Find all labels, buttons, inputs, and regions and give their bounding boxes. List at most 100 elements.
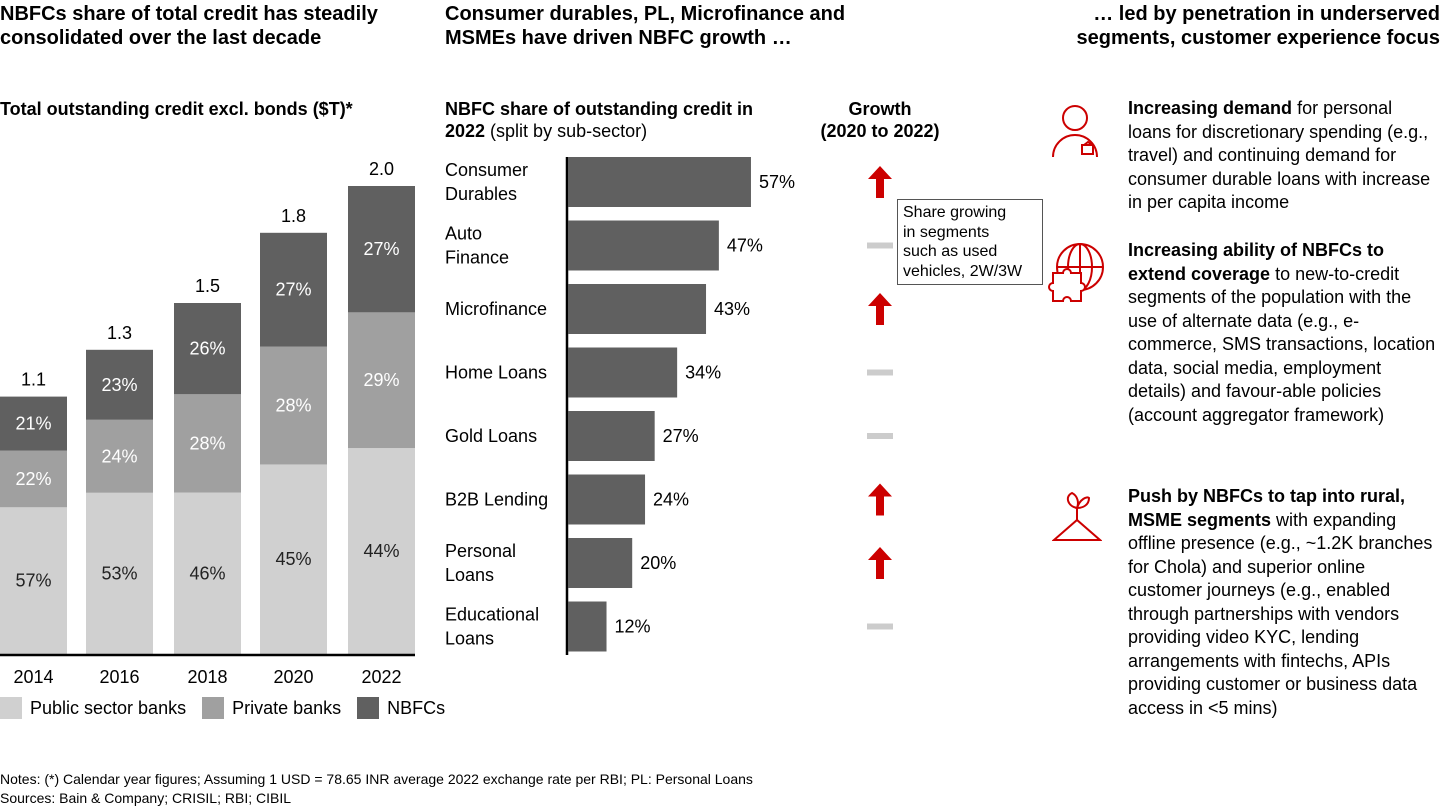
globe-puzzle-icon	[1048, 243, 1104, 302]
segment-label: 23%	[101, 375, 137, 395]
x-tick-label: 2020	[273, 667, 313, 687]
legend-swatch	[0, 697, 22, 719]
driver-text: to new-to-credit segments of the populat…	[1128, 263, 1436, 425]
growth-up-arrow-icon	[868, 166, 892, 198]
bar-value-label: 34%	[685, 363, 721, 383]
growth-up-arrow-icon	[868, 483, 892, 516]
sources: Sources: Bain & Company; CRISIL; RBI; CI…	[0, 790, 292, 806]
driver-bold: Push by NBFCs to tap into rural, MSME se…	[1128, 486, 1406, 530]
bar-value-label: 47%	[727, 236, 763, 256]
segment-label: 21%	[15, 414, 51, 434]
legend-private: Private banks	[202, 697, 341, 719]
growth-title: Growth (2020 to 2022)	[820, 98, 940, 142]
legend-label: Private banks	[232, 697, 342, 718]
notes: Notes: (*) Calendar year figures; Assumi…	[0, 771, 753, 787]
legend-swatch	[202, 697, 225, 719]
growth-flat-dash-icon	[867, 623, 893, 630]
category-label: Gold Loans	[445, 426, 537, 446]
legend-label: Public sector banks	[30, 697, 187, 718]
growth-up-arrow-icon	[868, 293, 892, 325]
driver-bold: Increasing ability of NBFCs to extend co…	[1128, 240, 1385, 284]
total-label: 1.8	[281, 206, 306, 226]
title-bold: NBFC share of outstanding credit in 2022	[445, 99, 754, 141]
bar-segment	[260, 232, 327, 347]
legend-swatch	[357, 697, 380, 719]
driver-bold: Increasing demand	[1128, 98, 1293, 118]
bar-segment	[348, 448, 415, 654]
segment-label: 46%	[189, 563, 225, 583]
x-tick-label: 2016	[99, 667, 139, 687]
segment-label: 26%	[189, 339, 225, 359]
growth-flat-dash-icon	[867, 433, 893, 439]
bar-segment	[0, 507, 67, 654]
bar-value-label: 57%	[759, 172, 795, 192]
bar	[568, 220, 719, 271]
bar-segment	[86, 349, 153, 420]
middle-heading: Consumer durables, PL, Microfinance and …	[445, 3, 846, 49]
segment-label: 28%	[189, 433, 225, 453]
segment-label: 28%	[275, 395, 311, 415]
driver-rural: Push by NBFCs to tap into rural, MSME se…	[1128, 485, 1440, 720]
growth-up-arrow-icon	[868, 547, 892, 579]
category-label: Home Loans	[445, 363, 547, 383]
bar-segment	[86, 492, 153, 654]
callout-line: vehicles, 2W/3W	[903, 262, 1023, 280]
category-label: Finance	[445, 248, 509, 268]
growth-flat-dash-icon	[867, 242, 893, 249]
bar-segment	[260, 346, 327, 465]
segment-label: 45%	[275, 549, 311, 569]
growth-title-1: Growth	[848, 99, 912, 119]
x-tick-label: 2022	[361, 667, 401, 687]
right-heading: … led by penetration in underserved segm…	[1076, 3, 1440, 49]
callout-line: such as used	[903, 243, 998, 260]
bar	[568, 538, 633, 588]
bar-segment	[348, 312, 415, 449]
category-label: Loans	[445, 565, 494, 585]
driver-text: for personal loans for discretionary spe…	[1128, 98, 1431, 212]
segment-label: 27%	[275, 280, 311, 300]
bar-segment	[174, 394, 241, 493]
middle-chart-title: NBFC share of outstanding credit in 2022…	[445, 98, 775, 142]
growth-flat-dash-icon	[867, 369, 893, 376]
plant-icon	[1052, 491, 1102, 541]
bar-segment	[0, 396, 67, 451]
segment-label: 53%	[101, 563, 137, 583]
bar	[568, 157, 751, 207]
title-rest: (split by sub-sector)	[485, 121, 648, 141]
bar	[568, 411, 655, 461]
bar-segment	[348, 186, 415, 313]
category-label: Consumer	[445, 160, 528, 180]
bar-value-label: 20%	[640, 553, 676, 573]
total-label: 2.0	[369, 159, 394, 179]
horizontal-bar-chart: 57% Consumer Durables 47% Auto Finance 43% Micr…	[445, 157, 893, 655]
driver-coverage: Increasing ability of NBFCs to extend co…	[1128, 239, 1440, 427]
bar	[568, 347, 678, 398]
legend: Public sector banks Private banks NBFCs	[0, 697, 445, 719]
callout-line: in segments	[903, 223, 990, 241]
callout-box: Share growing in segments such as used v…	[897, 199, 1043, 285]
segment-label: 29%	[363, 370, 399, 390]
segment-label: 57%	[15, 571, 51, 591]
bar-segment	[86, 419, 153, 493]
category-label: Personal	[445, 541, 516, 561]
person-wallet-icon	[1052, 105, 1098, 158]
category-label: Loans	[445, 629, 494, 649]
bar-value-label: 12%	[615, 617, 651, 637]
bar-segment	[174, 492, 241, 654]
total-label: 1.5	[195, 276, 220, 296]
stacked-bar-chart: 57% 22% 21% 1.1 2014 53% 24% 23% 1.3 2016 46% 28% 26…	[0, 159, 415, 687]
left-chart-title: Total outstanding credit excl. bonds ($T…	[0, 99, 353, 119]
bar-value-label: 27%	[663, 426, 699, 446]
segment-label: 22%	[15, 469, 51, 489]
category-label: B2B Lending	[445, 490, 548, 510]
total-label: 1.1	[21, 370, 46, 390]
left-heading: NBFCs share of total credit has steadily…	[0, 3, 378, 49]
segment-label: 24%	[101, 446, 137, 466]
bar-segment	[0, 450, 67, 508]
category-label: Educational	[445, 605, 539, 625]
category-label: Durables	[445, 184, 517, 204]
category-label: Microfinance	[445, 299, 547, 319]
legend-nbfc: NBFCs	[357, 697, 445, 719]
bar-value-label: 24%	[653, 490, 689, 510]
legend-label: NBFCs	[387, 697, 446, 718]
